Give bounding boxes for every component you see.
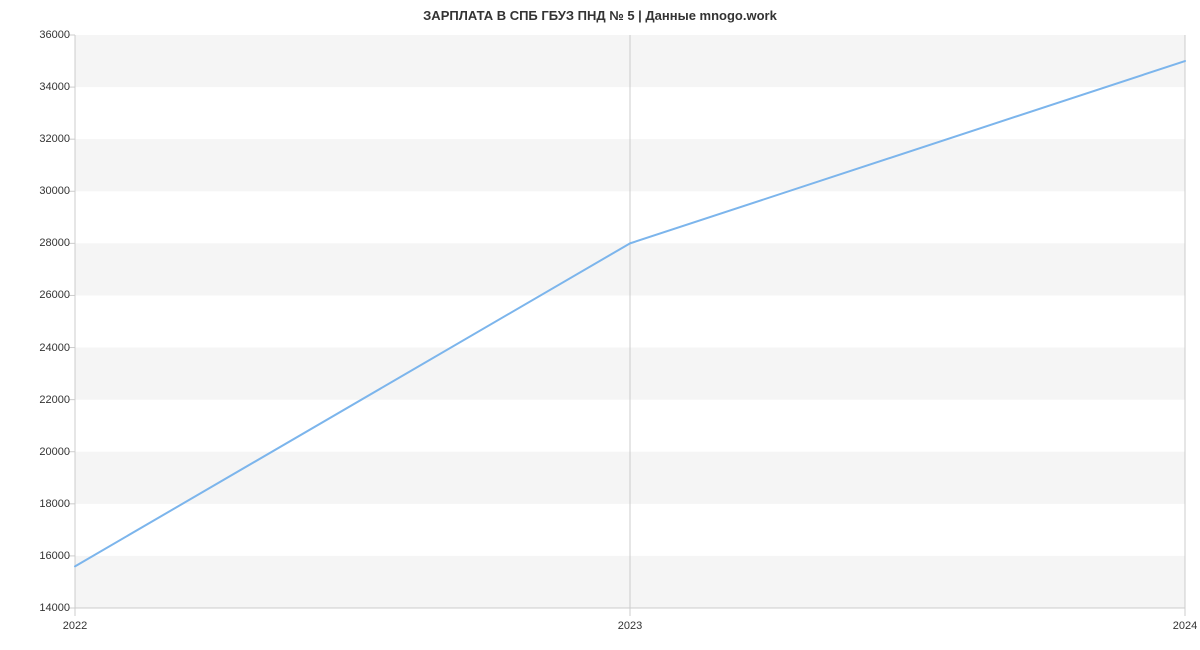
y-tick-label: 18000 — [39, 498, 70, 510]
y-tick-label: 26000 — [39, 289, 70, 301]
chart-svg — [0, 0, 1200, 650]
y-tick-label: 14000 — [39, 602, 70, 614]
y-tick-label: 20000 — [39, 446, 70, 458]
y-tick-label: 28000 — [39, 237, 70, 249]
y-tick-label: 16000 — [39, 550, 70, 562]
y-tick-label: 24000 — [39, 342, 70, 354]
x-tick-label: 2023 — [618, 620, 642, 632]
salary-line-chart: ЗАРПЛАТА В СПБ ГБУЗ ПНД № 5 | Данные mno… — [0, 0, 1200, 650]
y-tick-label: 22000 — [39, 394, 70, 406]
x-tick-label: 2024 — [1173, 620, 1197, 632]
y-tick-label: 30000 — [39, 185, 70, 197]
y-tick-label: 36000 — [39, 29, 70, 41]
y-tick-label: 34000 — [39, 81, 70, 93]
y-tick-label: 32000 — [39, 133, 70, 145]
x-tick-label: 2022 — [63, 620, 87, 632]
